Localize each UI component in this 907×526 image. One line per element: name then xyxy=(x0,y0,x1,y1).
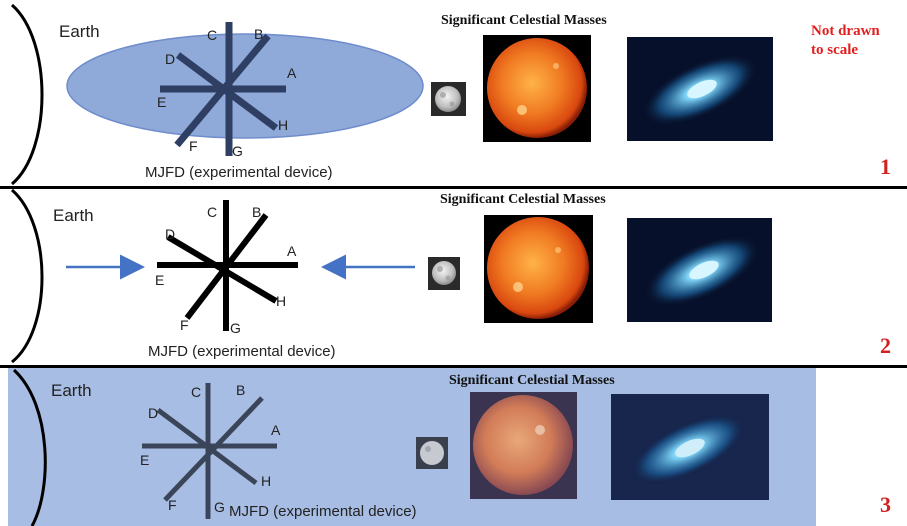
device-letter-b: B xyxy=(252,204,262,220)
panel-divider-2 xyxy=(0,365,907,368)
device-letter-c: C xyxy=(191,384,202,400)
device-letter-h: H xyxy=(261,473,272,489)
galaxy-photo xyxy=(627,218,772,322)
device-label: MJFD (experimental device) xyxy=(148,343,336,360)
device-letter-e: E xyxy=(155,272,165,288)
device-letter-f: F xyxy=(189,138,198,154)
scale-note: Not drawn to scale xyxy=(811,22,880,60)
celestial-masses-heading: Significant Celestial Masses xyxy=(440,192,606,207)
device-letter-b: B xyxy=(236,382,246,398)
panel-number: 2 xyxy=(880,333,891,358)
device-letter-e: E xyxy=(157,94,167,110)
device-letter-a: A xyxy=(287,243,297,259)
device-letter-d: D xyxy=(165,226,176,242)
device-letter-c: C xyxy=(207,204,218,220)
celestial-masses-heading: Significant Celestial Masses xyxy=(441,13,607,28)
earth-label: Earth xyxy=(59,22,100,41)
celestial-masses-heading: Significant Celestial Masses xyxy=(449,373,615,388)
scale-note-line: Not drawn xyxy=(811,23,880,39)
device-letter-e: E xyxy=(140,452,150,468)
panel-number: 3 xyxy=(880,492,891,517)
panel-divider-1 xyxy=(0,186,907,189)
earth-arc-2 xyxy=(11,188,44,364)
moon-icon xyxy=(416,437,448,469)
device-letter-h: H xyxy=(278,117,289,133)
mjfd-device-panel-2 xyxy=(157,200,298,331)
earth-arc-1 xyxy=(11,3,44,186)
device-letter-a: A xyxy=(287,65,297,81)
device-letter-a: A xyxy=(271,422,281,438)
device-letter-g: G xyxy=(232,143,243,159)
galaxy-photo xyxy=(611,394,769,500)
device-letter-c: C xyxy=(207,27,218,43)
earth-arc-3 xyxy=(12,368,47,526)
earth-label: Earth xyxy=(53,206,94,225)
sun-photo xyxy=(483,35,591,142)
device-letter-h: H xyxy=(276,293,287,309)
moon-icon xyxy=(428,257,460,290)
device-letter-g: G xyxy=(214,499,225,515)
sun-photo xyxy=(484,215,593,323)
mjfd-device-panel-1 xyxy=(160,22,286,156)
device-letter-b: B xyxy=(254,26,264,42)
device-letter-g: G xyxy=(230,320,241,336)
moon-icon xyxy=(431,82,466,116)
panel-number: 1 xyxy=(880,154,891,179)
device-letter-d: D xyxy=(165,51,176,67)
mjfd-device-panel-3 xyxy=(142,383,277,519)
scale-note-line: to scale xyxy=(811,42,859,58)
galaxy-photo xyxy=(627,37,773,141)
device-label: MJFD (experimental device) xyxy=(145,164,333,181)
device-letter-f: F xyxy=(180,317,189,333)
device-label: MJFD (experimental device) xyxy=(229,503,417,520)
device-letter-d: D xyxy=(148,405,159,421)
earth-label: Earth xyxy=(51,381,92,400)
device-letter-f: F xyxy=(168,497,177,513)
sun-photo xyxy=(470,392,577,499)
